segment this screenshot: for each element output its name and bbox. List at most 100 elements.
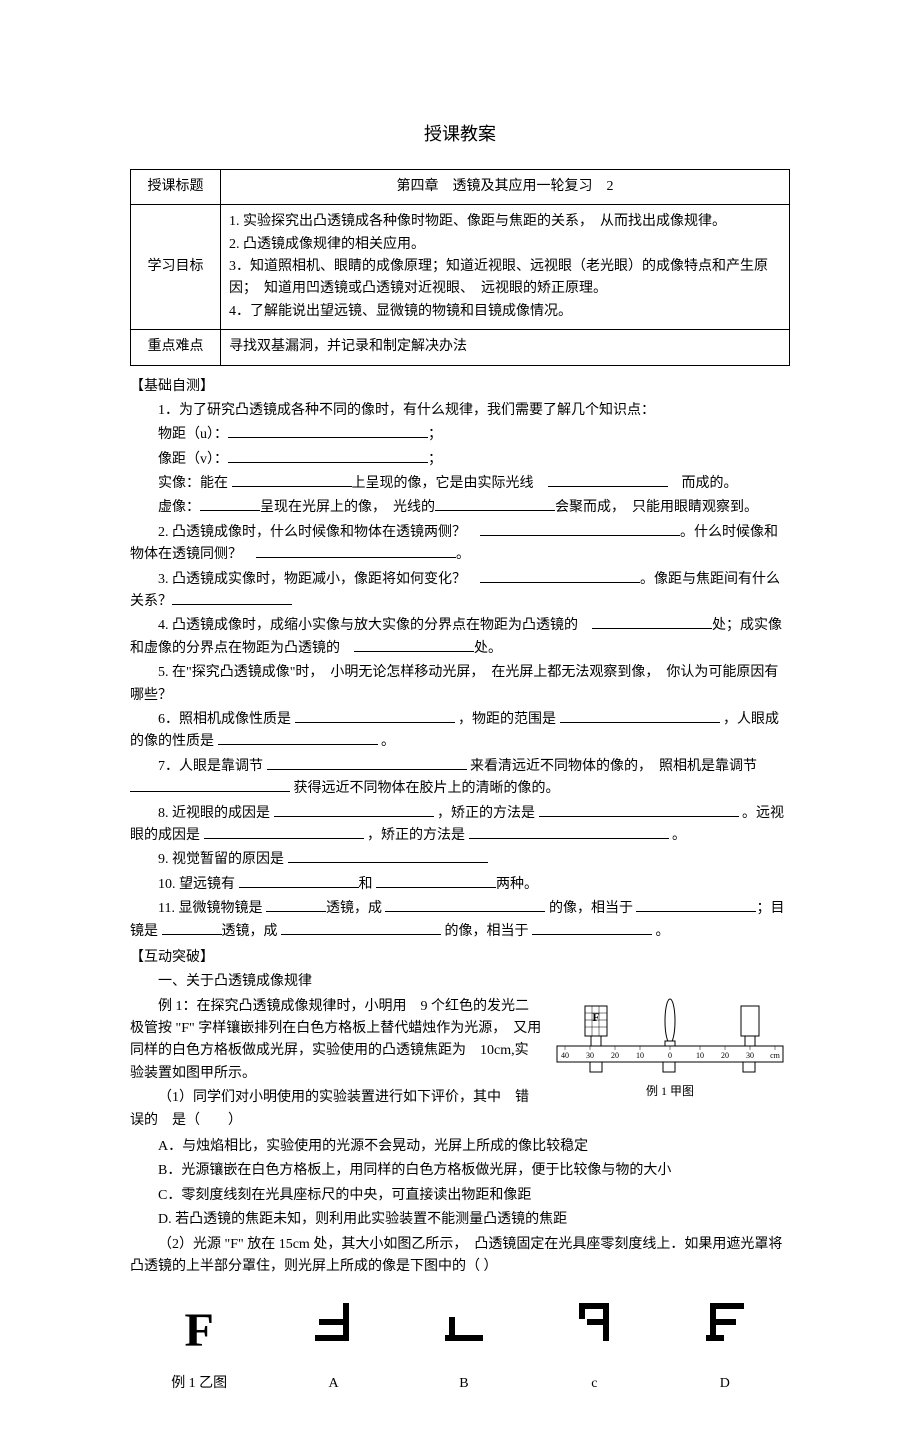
info-table: 授课标题 第四章 透镜及其应用一轮复习 2 学习目标 1. 实验探究出凸透镜成各… [130,169,790,366]
q6-b: ，物距的范围是 [458,712,556,727]
blank [354,638,474,652]
blank [200,497,260,511]
figure-1-caption: 例 1 甲图 [550,1082,790,1101]
q1-e: 上呈现的像，它是由实际光线 [352,476,534,491]
q3: 3. 凸透镜成实像时，物距减小，像距将如何变化？ 。像距与焦距间有什么关系？ [130,569,790,614]
q6-d: 。 [381,734,395,749]
q1-b: 物距（u）： [158,427,228,442]
blank [162,921,222,935]
q2-a: 2. 凸透镜成像时，什么时候像和物体在透镜两侧？ [158,525,466,540]
row2-value: 1. 实验探究出凸透镜成各种像时物距、像距与焦距的关系， 从而找出成像规律。 2… [221,205,790,330]
q10-a: 10. 望远镜有 [158,877,235,892]
goal-1: 1. 实验探究出凸透镜成各种像时物距、像距与焦距的关系， 从而找出成像规律。 [229,211,781,233]
q11-a: 11. 显微镜物镜是 [158,901,262,916]
opt-c-label: c [570,1373,618,1395]
blank [548,473,668,487]
blank [592,615,712,629]
blank [274,803,434,817]
q9: 9. 视觉暂留的原因是 [130,849,790,871]
glyph-c-icon [570,1298,618,1346]
q7-b: 来看清远近不同物体的像的， 照相机是靠调节 [470,759,757,774]
q1-intro: 1．为了研究凸透镜成各种不同的像时，有什么规律，我们需要了解几个知识点： [130,400,790,422]
q3-a: 3. 凸透镜成实像时，物距减小，像距将如何变化？ [158,572,466,587]
q10: 10. 望远镜有 和 两种。 [130,874,790,896]
q11-e: 透镜，成 [222,924,278,939]
options-row: F 例 1 乙图 A B [130,1298,790,1395]
blank [172,591,292,605]
q10-b: 和 [359,877,373,892]
q4: 4. 凸透镜成像时，成缩小实像与放大实像的分界点在物距为凸透镜的 处；成实像和虚… [130,615,790,660]
opt-yi-label: 例 1 乙图 [171,1376,227,1391]
goal-4: 4．了解能说出望远镜、显微镜的物镜和目镜成像情况。 [229,301,781,323]
opt-d-label: D [701,1373,749,1395]
row1-value: 第四章 透镜及其应用一轮复习 2 [221,169,790,204]
blank [239,874,359,888]
row2-label: 学习目标 [131,205,221,330]
q7: 7．人眼是靠调节 来看清远近不同物体的像的， 照相机是靠调节 获得远近不同物体在… [130,756,790,801]
q10-c: 两种。 [496,877,538,892]
q1-c: 像距（v）： [158,452,228,467]
q5: 5. 在"探究凸透镜成像"时， 小明无论怎样移动光屏， 在光屏上都无法观察到像，… [130,662,790,707]
blank [218,731,378,745]
q2: 2. 凸透镜成像时，什么时候像和物体在透镜两侧？ 。什么时候像和物体在透镜同侧？… [130,522,790,567]
q11-c: 的像，相当于 [549,901,633,916]
opt-yi: F 例 1 乙图 [171,1307,227,1395]
ex1-q2: （2）光源 "F" 放在 15cm 处，其大小如图乙所示， 凸透镜固定在光具座零… [130,1234,790,1279]
glyph-d-icon [701,1298,749,1346]
opt-c: c [570,1298,618,1395]
opt-b-label: B [440,1373,488,1395]
svg-text:0: 0 [668,1051,672,1060]
ex1-opt-c: C．零刻度线刻在光具座标尺的中央，可直接读出物距和像距 [130,1185,790,1207]
svg-text:20: 20 [721,1051,729,1060]
q1-g: 虚像： [158,500,200,515]
blank [560,709,720,723]
opt-b: B [440,1298,488,1395]
blank [266,898,326,912]
q1-line-v: 像距（v）：； [130,449,790,471]
svg-text:F: F [592,1010,599,1024]
blank [539,803,739,817]
blank [385,898,545,912]
blank [130,778,290,792]
goal-2: 2. 凸透镜成像规律的相关应用。 [229,234,781,256]
blank [228,449,428,463]
q1-i: 会聚而成， 只能用眼睛观察到。 [555,500,758,515]
ex1-opt-d: D. 若凸透镜的焦距未知，则利用此实验装置不能测量凸透镜的焦距 [130,1209,790,1231]
q1-line-u: 物距（u）：； [130,424,790,446]
blank [295,709,455,723]
goal-3: 3．知道照相机、眼睛的成像原理；知道近视眼、远视眼（老光眼）的成像特点和产生原因… [229,256,781,301]
q11-f: 的像，相当于 [445,924,529,939]
q1-h: 呈现在光屏上的像， 光线的 [260,500,435,515]
section2-sub: 一、关于凸透镜成像规律 [130,971,790,993]
q8-b: ，矫正的方法是 [437,806,535,821]
q9-text: 9. 视觉暂留的原因是 [158,852,284,867]
blank [288,849,488,863]
q1-real: 实像：能在 上呈现的像，它是由实际光线 而成的。 [130,473,790,495]
glyph-a-icon [310,1298,358,1346]
svg-text:20: 20 [611,1051,619,1060]
blank [636,898,756,912]
blank [281,921,441,935]
row3-label: 重点难点 [131,330,221,365]
q11: 11. 显微镜物镜是 透镜，成 的像，相当于 ；目镜是 透镜，成 的像，相当于 … [130,898,790,943]
q2-c: 。 [456,547,470,562]
svg-text:30: 30 [746,1051,754,1060]
blank [376,874,496,888]
blank [532,921,652,935]
q1-virtual: 虚像： 呈现在光屏上的像， 光线的 会聚而成， 只能用眼睛观察到。 [130,497,790,519]
ex1-opt-a: A．与烛焰相比，实验使用的光源不会晃动，光屏上所成的像比较稳定 [130,1136,790,1158]
q8-d: ，矫正的方法是 [367,828,465,843]
blank [267,756,467,770]
q8: 8. 近视眼的成因是 ，矫正的方法是 。远视眼的成因是 ，矫正的方法是 。 [130,803,790,848]
optical-bench-svg: 403020 10010 2030cm F [555,996,785,1076]
svg-text:30: 30 [586,1051,594,1060]
svg-text:cm: cm [770,1051,781,1060]
section1-head: 【基础自测】 [130,376,790,398]
q7-a: 7．人眼是靠调节 [158,759,263,774]
glyph-b-icon [440,1298,488,1346]
blank [204,825,364,839]
opt-a-label: A [310,1373,358,1395]
blank [469,825,669,839]
section2-head: 【互动突破】 [130,947,790,969]
row3-value: 寻找双基漏洞，并记录和制定解决办法 [221,330,790,365]
